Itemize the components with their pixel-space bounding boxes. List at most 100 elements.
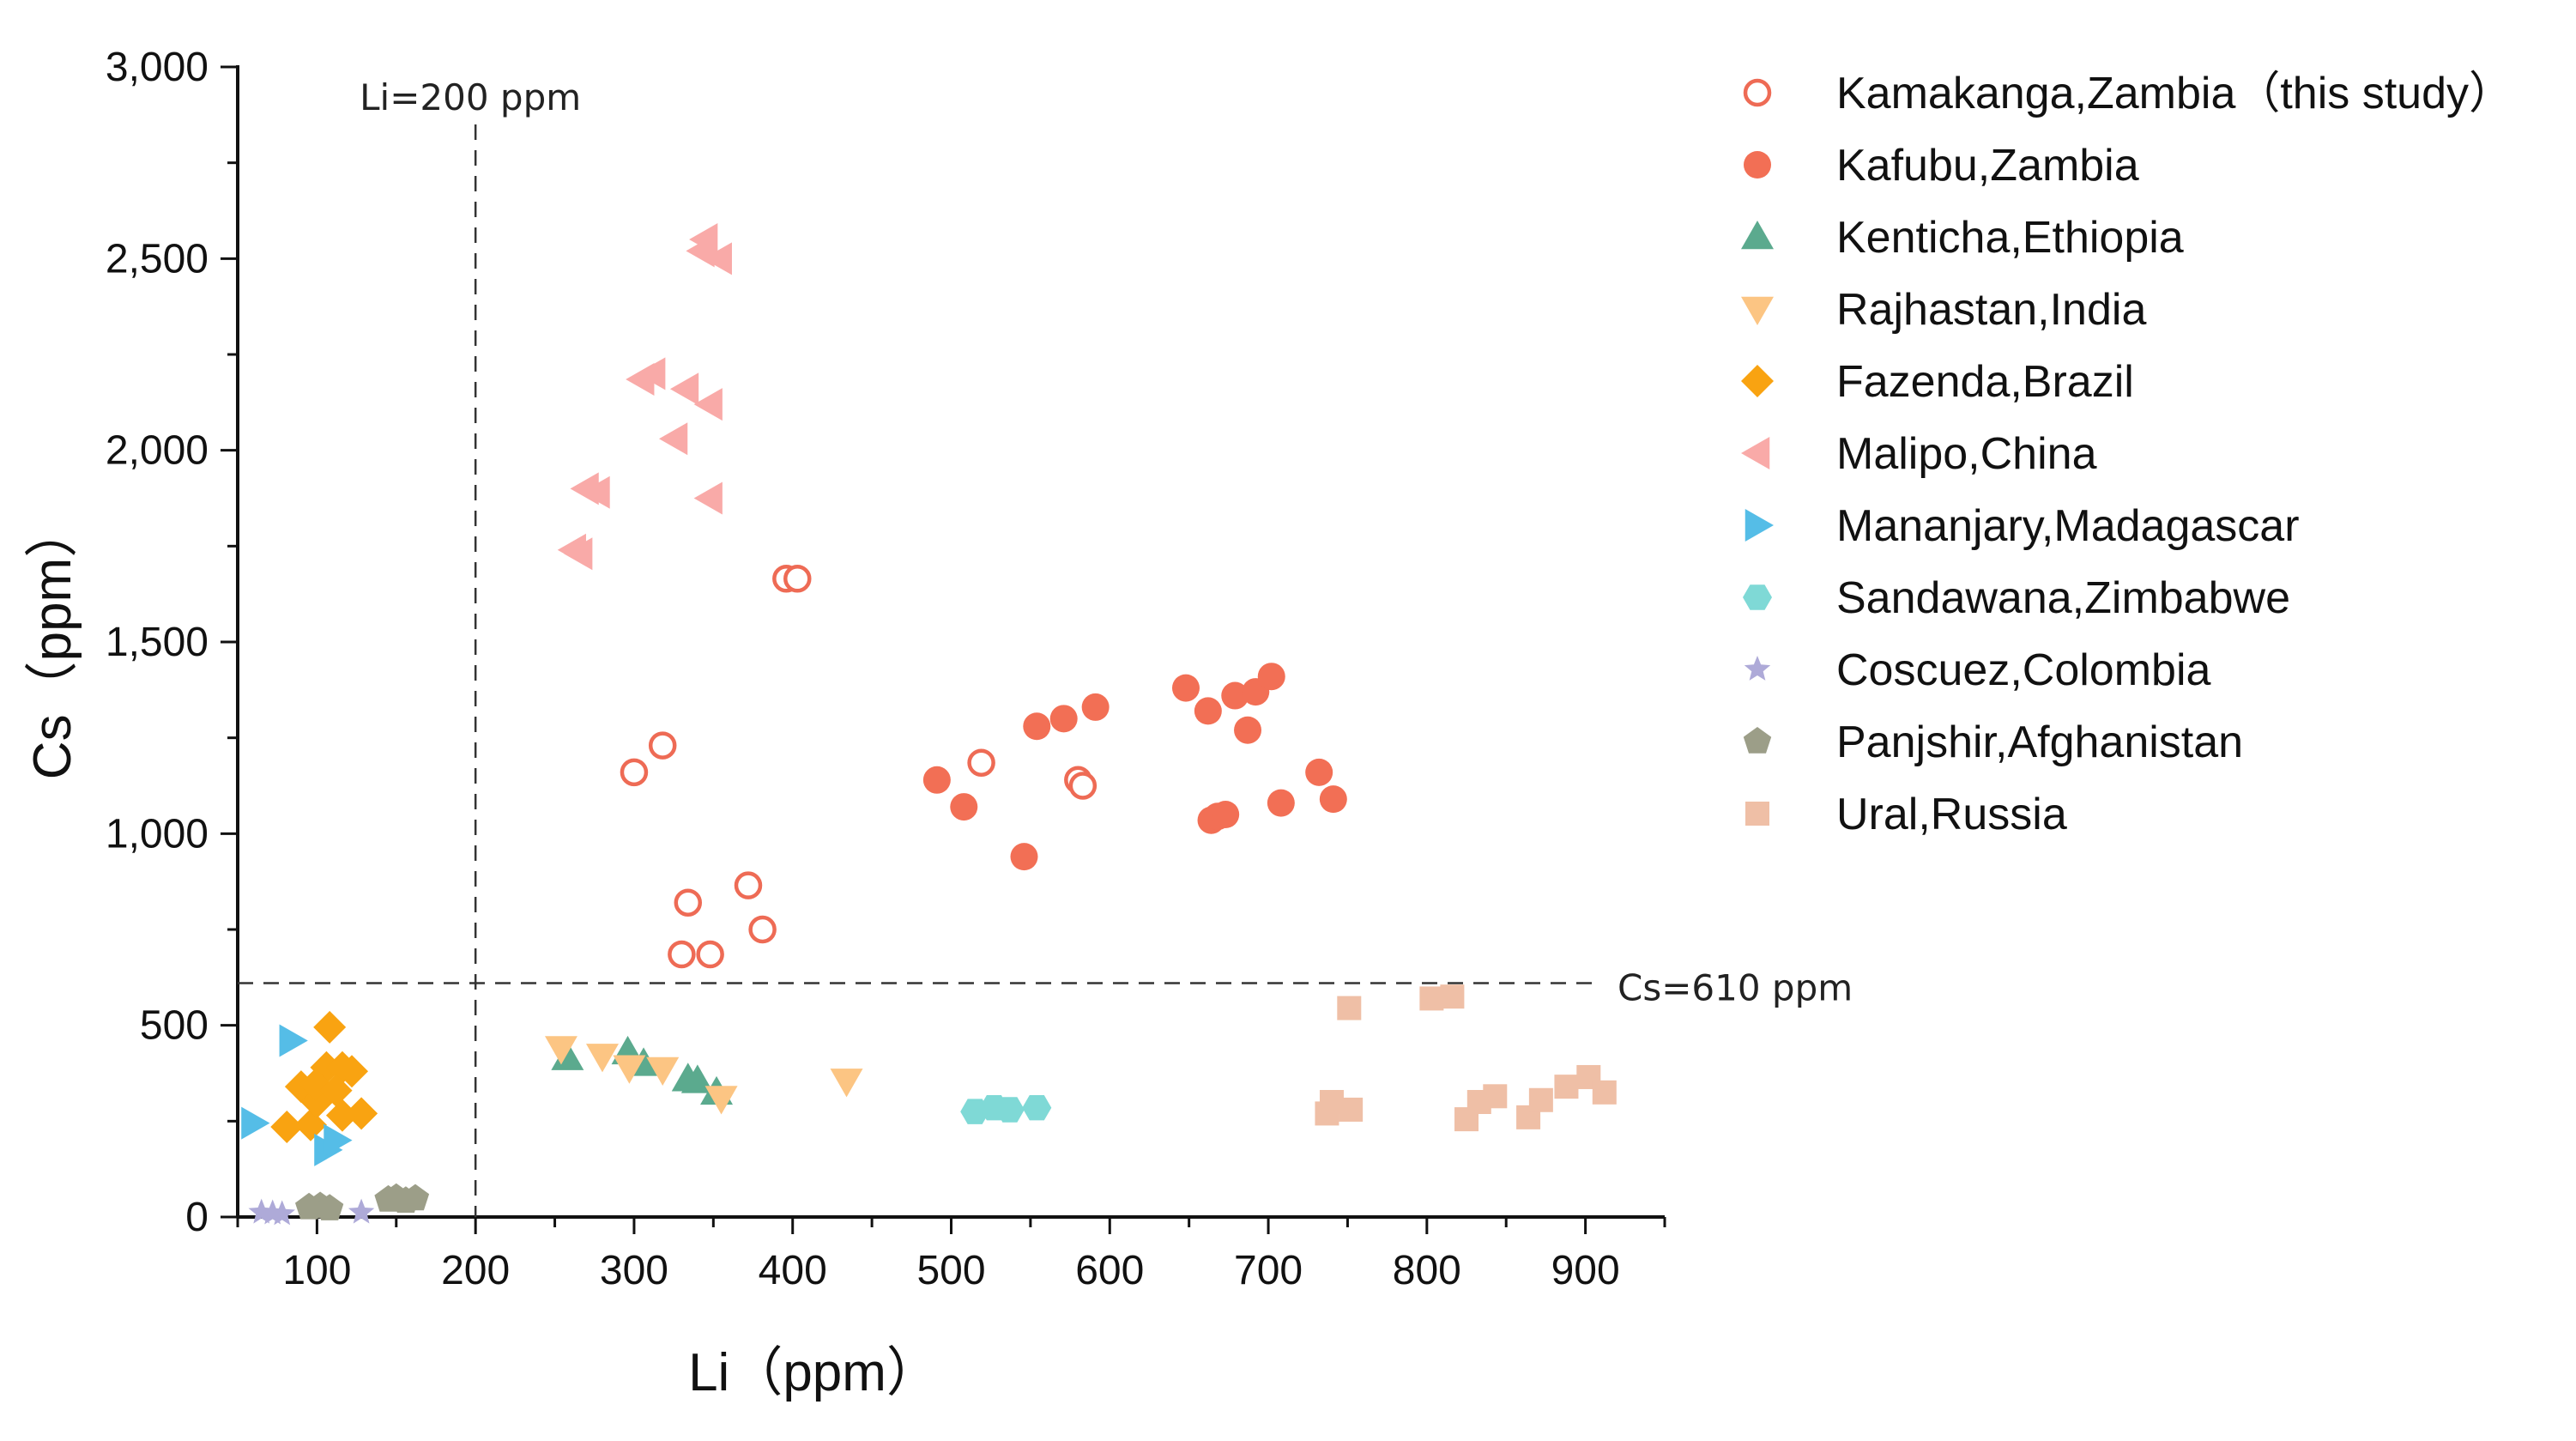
data-point [1592, 1080, 1617, 1105]
data-point [1234, 716, 1262, 744]
series-panjshir-afghanistan [295, 1183, 430, 1220]
li-threshold-label: Li=200 ppm [360, 76, 581, 118]
legend-marker [1741, 365, 1774, 397]
legend-marker [1745, 802, 1769, 826]
series-fazenda-brazil [270, 1010, 378, 1144]
legend-marker [1741, 437, 1770, 469]
data-point [658, 422, 688, 456]
x-tick-label: 400 [759, 1248, 827, 1293]
data-point [704, 1086, 738, 1115]
y-tick-label: 3,000 [106, 45, 209, 90]
y-tick-label: 2,500 [106, 236, 209, 282]
x-tick-label: 200 [441, 1248, 510, 1293]
legend-item-malipo-china: Malipo,China [1741, 429, 2097, 479]
y-axis-title: Cs（ppm） [23, 505, 82, 779]
y-tick-label: 1,500 [106, 620, 209, 665]
data-point [696, 940, 724, 969]
legend-marker [1744, 151, 1771, 179]
x-axis-title: Li（ppm） [688, 1343, 940, 1402]
legend-label: Malipo,China [1836, 429, 2097, 479]
data-point [830, 1069, 863, 1098]
data-point [1023, 712, 1051, 741]
data-point [279, 1024, 308, 1057]
data-point [693, 388, 723, 421]
legend-item-mananjary-madagascar: Mananjary,Madagascar [1745, 501, 2300, 551]
legend-item-kamakanga-zambia-this-study: Kamakanga,Zambia（this study） [1743, 69, 2513, 118]
legend-marker [1744, 656, 1771, 681]
y-tick-label: 500 [140, 1003, 209, 1049]
legend: Kamakanga,Zambia（this study） Kafubu,Zambi… [1741, 69, 2513, 839]
data-point [581, 475, 610, 509]
data-point [1319, 785, 1347, 814]
data-point [1068, 772, 1098, 800]
data-point [270, 1111, 304, 1144]
data-point [967, 748, 995, 777]
x-tick-label: 500 [916, 1248, 985, 1293]
legend-label: Mananjary,Madagascar [1836, 501, 2300, 551]
data-point [544, 1036, 577, 1065]
series-kamakanga-zambia-this-study [620, 565, 1098, 969]
data-points [241, 223, 1617, 1226]
legend-label: Panjshir,Afghanistan [1836, 717, 2243, 767]
data-point [1440, 984, 1465, 1009]
x-tick-label: 600 [1075, 1248, 1144, 1293]
legend-item-rajhastan-india: Rajhastan,India [1741, 285, 2146, 335]
data-point [637, 357, 666, 391]
data-point [646, 1057, 680, 1087]
legend-label: Ural,Russia [1836, 790, 2067, 839]
legend-label: Kenticha,Ethiopia [1836, 213, 2184, 263]
data-point [689, 223, 718, 256]
legend-label: Sandawana,Zimbabwe [1836, 573, 2290, 623]
legend-item-panjshir-afghanistan: Panjshir,Afghanistan [1743, 717, 2243, 767]
data-point [1554, 1075, 1579, 1099]
y-tick-label: 1,000 [106, 811, 209, 857]
data-point [1267, 789, 1295, 817]
legend-label: Fazenda,Brazil [1836, 357, 2134, 407]
data-point [564, 537, 593, 571]
axes: 100 200 300 400 500 600 700 800 900 0 500 1,000 1,50… [23, 45, 1666, 1402]
data-point [324, 1123, 353, 1157]
data-point [293, 1108, 327, 1141]
x-tick-label: 100 [282, 1248, 351, 1293]
data-point [669, 372, 699, 406]
legend-marker [1741, 296, 1774, 325]
series-sandawana-zimbabwe [960, 1095, 1052, 1124]
data-point [269, 1200, 295, 1226]
reference-lines: Li=200 ppm Cs=610 ppm [238, 76, 1853, 1217]
series-ural-russia [1315, 984, 1617, 1132]
legend-label: Kamakanga,Zambia（this study） [1836, 69, 2513, 118]
data-point [1022, 1095, 1052, 1121]
data-point [1221, 681, 1249, 710]
data-point [1419, 986, 1444, 1011]
data-point [734, 871, 763, 899]
data-point [316, 1194, 344, 1220]
series-rajhastan-india [544, 1036, 863, 1115]
data-point [348, 1198, 375, 1224]
legend-item-sandawana-zimbabwe: Sandawana,Zimbabwe [1743, 573, 2290, 623]
data-point [995, 1097, 1025, 1123]
legend-item-kenticha-ethiopia: Kenticha,Ethiopia [1741, 213, 2184, 263]
legend-label: Kafubu,Zambia [1836, 141, 2139, 191]
data-point [401, 1184, 430, 1211]
data-point [1305, 758, 1333, 786]
series-kenticha-ethiopia [551, 1035, 734, 1105]
data-point [922, 766, 951, 794]
legend-label: Coscuez,Colombia [1836, 645, 2210, 695]
data-point [1171, 674, 1200, 702]
data-point [783, 565, 812, 593]
legend-marker [1745, 509, 1774, 542]
legend-item-coscuez-colombia: Coscuez,Colombia [1744, 645, 2210, 695]
data-point [325, 1099, 359, 1132]
data-point [241, 1106, 270, 1140]
data-point [693, 481, 723, 515]
legend-marker [1743, 78, 1772, 107]
data-point [1339, 1097, 1364, 1122]
data-point [748, 915, 777, 944]
data-point [648, 731, 677, 760]
y-tick-label: 0 [185, 1195, 209, 1240]
series-malipo-china [557, 223, 732, 571]
legend-item-kafubu-zambia: Kafubu,Zambia [1744, 141, 2139, 191]
series-coscuez-colombia [248, 1198, 375, 1226]
y-tick-label: 2,000 [106, 428, 209, 474]
